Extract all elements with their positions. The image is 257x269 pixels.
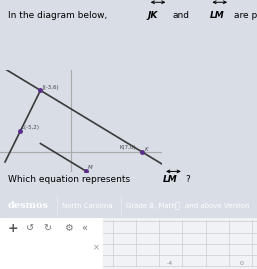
Text: ↻: ↻ xyxy=(44,223,52,233)
Text: and: and xyxy=(172,11,189,20)
Text: Which equation represents: Which equation represents xyxy=(8,175,130,184)
Text: are parallel.: are parallel. xyxy=(234,11,257,20)
Text: North Carolina: North Carolina xyxy=(62,203,112,209)
Text: K: K xyxy=(145,147,148,152)
Text: ⚙: ⚙ xyxy=(64,223,73,233)
FancyBboxPatch shape xyxy=(0,218,103,269)
Text: L(-5,2): L(-5,2) xyxy=(21,125,39,130)
Text: and above Version: and above Version xyxy=(185,203,250,209)
Text: LM: LM xyxy=(209,11,224,20)
Text: ↺: ↺ xyxy=(26,223,34,233)
Text: «: « xyxy=(81,223,87,233)
Text: ×: × xyxy=(93,243,99,252)
Text: M: M xyxy=(88,165,92,169)
Text: 0: 0 xyxy=(240,261,244,266)
Text: +: + xyxy=(8,222,18,235)
Text: LM: LM xyxy=(163,175,178,184)
Text: desmos: desmos xyxy=(8,201,49,210)
Text: ?: ? xyxy=(185,175,190,184)
Text: In the diagram below,: In the diagram below, xyxy=(8,11,107,20)
Text: -4: -4 xyxy=(167,261,173,266)
Text: J(-3,6): J(-3,6) xyxy=(42,85,59,90)
Text: K(7,0): K(7,0) xyxy=(120,145,136,150)
Text: JK: JK xyxy=(148,11,158,20)
Text: Grade 8, Math: Grade 8, Math xyxy=(126,203,176,209)
FancyBboxPatch shape xyxy=(103,218,257,269)
Text: ⛹: ⛹ xyxy=(175,201,180,210)
